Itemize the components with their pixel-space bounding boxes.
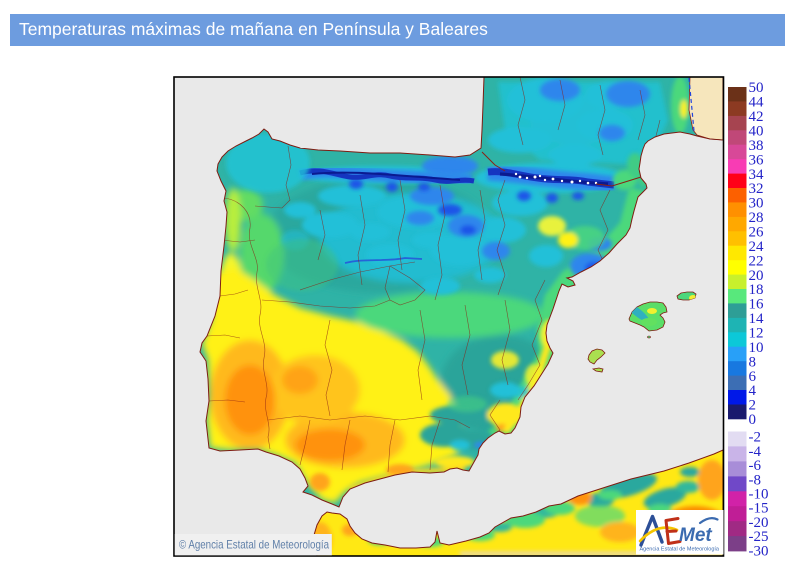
svg-text:Agencia Estatal de Meteorologí: Agencia Estatal de Meteorología bbox=[640, 547, 720, 553]
svg-text:22: 22 bbox=[749, 253, 764, 269]
svg-text:-10: -10 bbox=[749, 487, 769, 503]
svg-text:28: 28 bbox=[749, 210, 764, 226]
svg-text:-6: -6 bbox=[749, 458, 762, 474]
svg-text:0: 0 bbox=[749, 412, 757, 428]
svg-text:30: 30 bbox=[749, 196, 764, 212]
svg-text:36: 36 bbox=[749, 152, 765, 168]
svg-text:8: 8 bbox=[749, 354, 757, 370]
svg-text:-8: -8 bbox=[749, 472, 762, 488]
svg-text:38: 38 bbox=[749, 138, 764, 154]
svg-text:50: 50 bbox=[749, 80, 764, 96]
svg-text:26: 26 bbox=[749, 225, 765, 241]
svg-text:-30: -30 bbox=[749, 543, 769, 559]
svg-text:-15: -15 bbox=[749, 501, 769, 517]
svg-text:6: 6 bbox=[749, 369, 757, 385]
svg-text:42: 42 bbox=[749, 109, 764, 125]
svg-text:-20: -20 bbox=[749, 515, 769, 531]
svg-text:2: 2 bbox=[749, 398, 757, 414]
svg-text:40: 40 bbox=[749, 124, 764, 140]
svg-text:20: 20 bbox=[749, 268, 764, 284]
svg-text:Met: Met bbox=[679, 525, 712, 546]
svg-text:10: 10 bbox=[749, 340, 764, 356]
svg-text:© Agencia Estatal de Meteorolo: © Agencia Estatal de Meteorología bbox=[179, 538, 329, 552]
svg-text:34: 34 bbox=[749, 167, 765, 183]
svg-text:44: 44 bbox=[749, 95, 765, 111]
svg-text:14: 14 bbox=[749, 311, 765, 327]
svg-text:12: 12 bbox=[749, 326, 764, 342]
svg-text:-2: -2 bbox=[749, 430, 762, 446]
svg-text:16: 16 bbox=[749, 297, 765, 313]
svg-text:24: 24 bbox=[749, 239, 765, 255]
svg-text:18: 18 bbox=[749, 282, 764, 298]
svg-text:32: 32 bbox=[749, 181, 764, 197]
svg-text:-4: -4 bbox=[749, 444, 762, 460]
svg-text:4: 4 bbox=[749, 383, 757, 399]
svg-text:-25: -25 bbox=[749, 529, 769, 545]
